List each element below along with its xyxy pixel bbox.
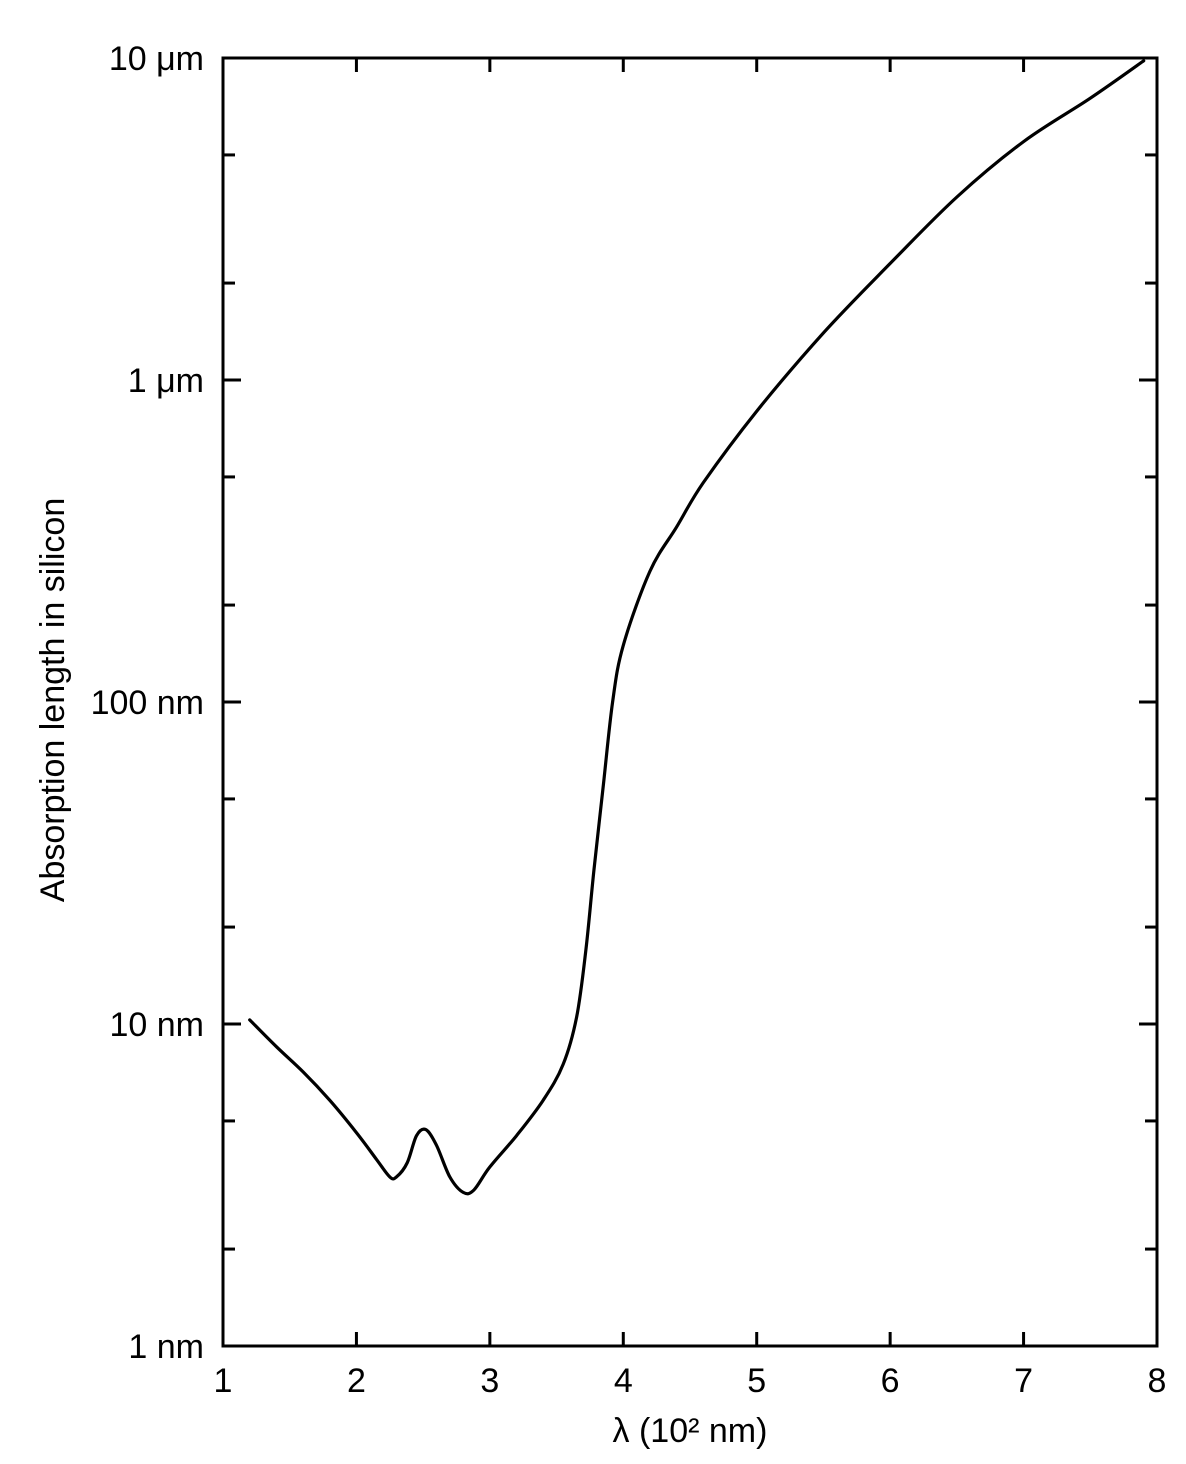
series-layer [248, 59, 1146, 1196]
y-tick-label: 10 μm [109, 40, 204, 78]
x-tick-label: 8 [1148, 1362, 1167, 1400]
absorption-curve [248, 59, 1146, 1196]
x-tick-label: 2 [347, 1362, 366, 1400]
y-tick-label: 10 nm [110, 1006, 205, 1044]
y-tick-label: 1 μm [128, 362, 204, 400]
x-tick-label: 1 [214, 1362, 233, 1400]
x-tick-label: 7 [1014, 1362, 1033, 1400]
x-tick-label: 3 [480, 1362, 499, 1400]
y-axis-tick-labels: 1 nm 10 nm 100 nm 1 μm 10 μm [91, 40, 204, 1366]
x-tick-label: 5 [747, 1362, 766, 1400]
x-axis-tick-labels: 1 2 3 4 5 6 7 8 [214, 1362, 1167, 1400]
y-tick-label: 1 nm [128, 1328, 204, 1366]
y-tick-label: 100 nm [91, 684, 204, 722]
x-tick-label: 4 [614, 1362, 633, 1400]
y-axis-label: Absorption length in silicon [34, 498, 72, 902]
x-axis-label: λ (10² nm) [613, 1412, 768, 1450]
plot-frame [221, 56, 1159, 1348]
x-axis-ticks [221, 58, 1159, 1346]
x-tick-label: 6 [881, 1362, 900, 1400]
y-axis-ticks [223, 56, 1157, 1348]
